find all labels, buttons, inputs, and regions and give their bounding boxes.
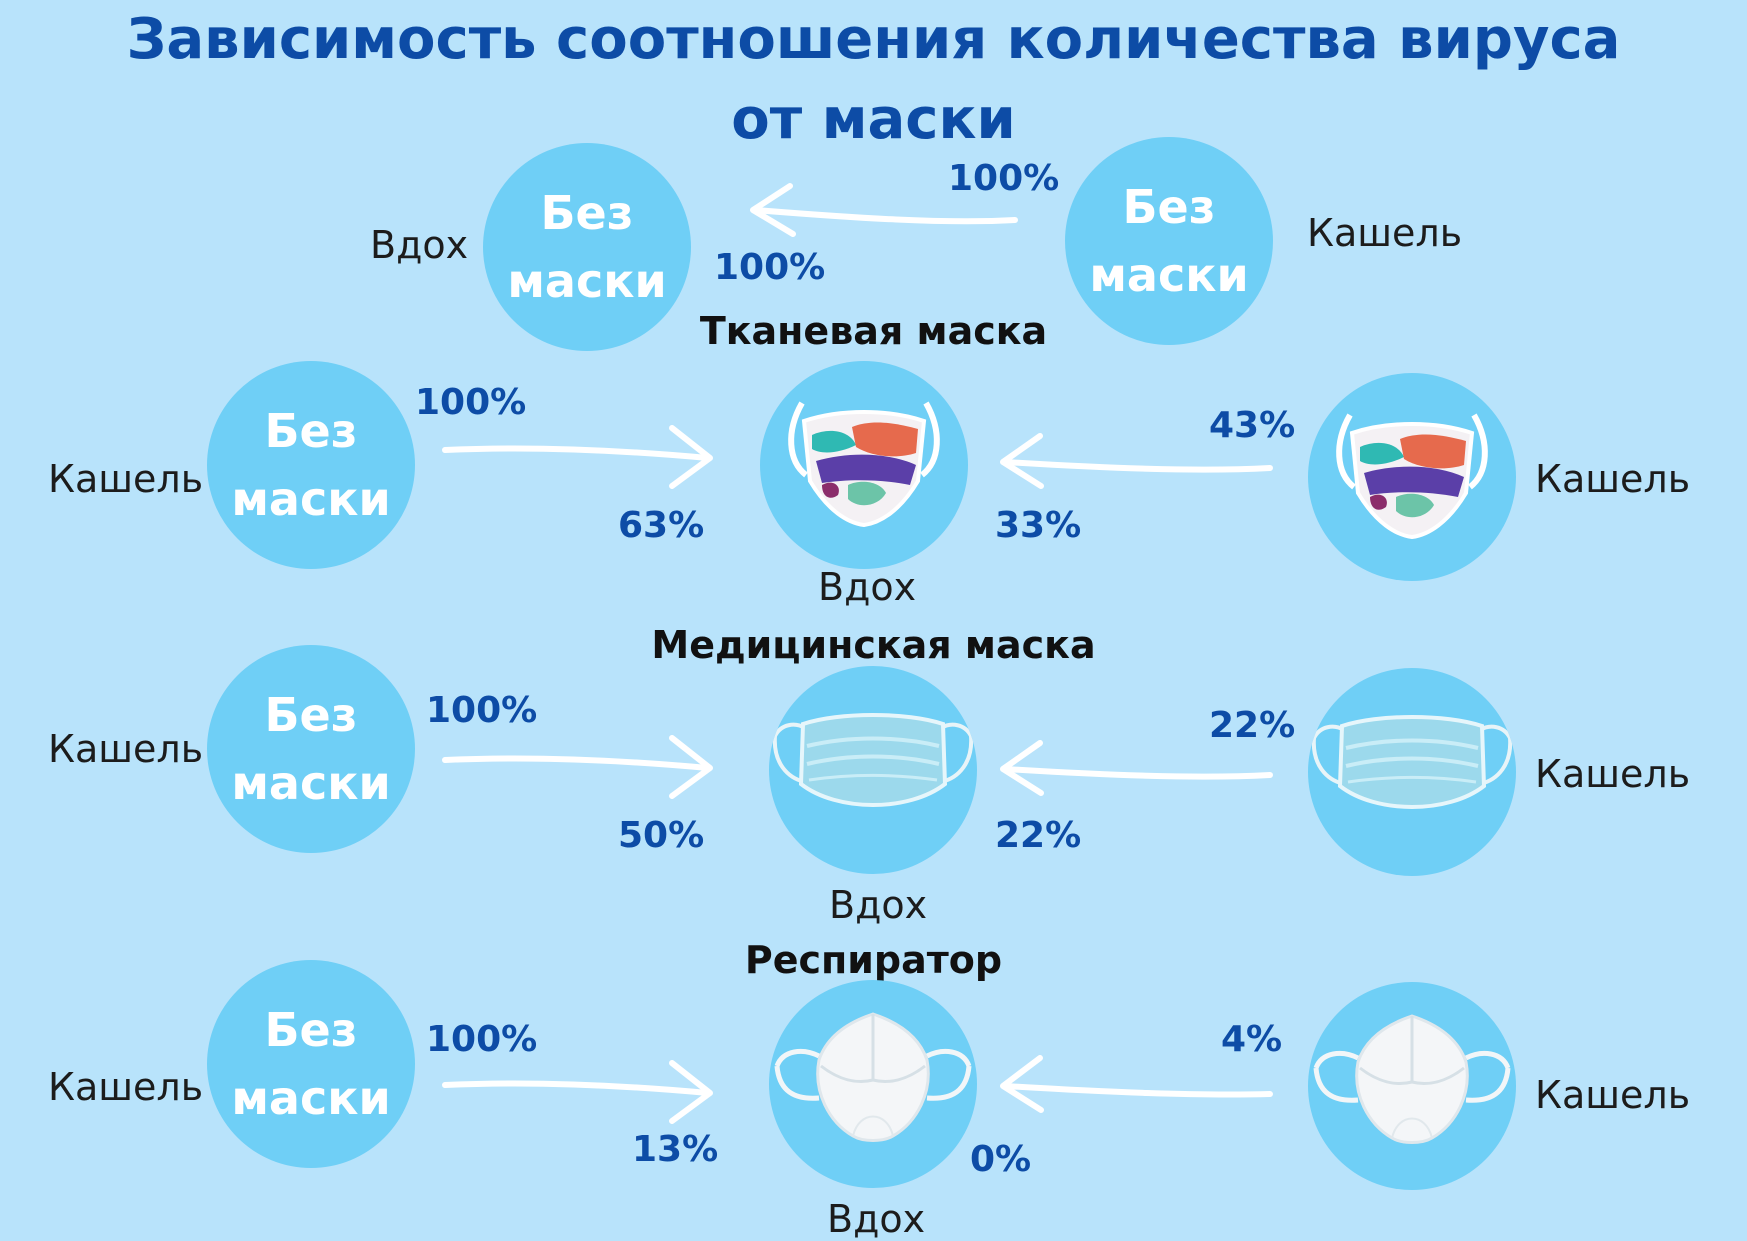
no-mask-line1: Без [540, 186, 634, 240]
arrow-left-icon [1000, 433, 1273, 489]
arrow-right-icon [442, 735, 713, 799]
cloth-mask-circle [760, 361, 968, 569]
source-percent: 100% [948, 158, 1060, 199]
inhale-percent: 13% [632, 1129, 719, 1170]
medical-mask-icon [1311, 715, 1513, 809]
arrow-right-icon [442, 425, 713, 489]
to-inhale-percent: 0% [970, 1139, 1032, 1180]
section-heading-respirator: Респиратор [744, 938, 1003, 982]
no-mask-line2: маски [231, 1071, 391, 1125]
arrow-left-icon [750, 183, 1018, 237]
no-mask-line1: Без [264, 404, 358, 458]
no-mask-circle: Без маски [483, 143, 691, 351]
medical-mask-circle [1308, 668, 1516, 876]
cough-label: Кашель [48, 457, 204, 501]
cough-percent: 43% [1209, 405, 1296, 446]
respirator-icon [774, 1012, 972, 1142]
cough-label: Кашель [48, 727, 204, 771]
no-mask-circle: Без маски [1065, 137, 1273, 345]
section-heading-medical: Медицинская маска [651, 623, 1096, 667]
page-title-line2: от маски [731, 87, 1016, 152]
inhale-percent: 50% [618, 815, 705, 856]
cloth-mask-icon [788, 401, 940, 528]
page-title-line1: Зависимость соотношения количества вирус… [126, 7, 1621, 72]
no-mask-line1: Без [264, 688, 358, 742]
inhale-percent: 100% [714, 247, 826, 288]
cough-label: Кашель [1535, 457, 1691, 501]
to-inhale-percent: 22% [995, 815, 1082, 856]
inhale-label: Вдох [818, 565, 917, 609]
respirator-icon [1313, 1014, 1511, 1144]
no-mask-circle: Без маски [207, 960, 415, 1168]
to-inhale-percent: 33% [995, 505, 1082, 546]
no-mask-line2: маски [231, 472, 391, 526]
no-mask-line2: маски [507, 254, 667, 308]
respirator-circle [769, 980, 977, 1188]
respirator-circle [1308, 982, 1516, 1190]
medical-mask-circle [769, 666, 977, 874]
source-percent: 100% [426, 690, 538, 731]
no-mask-line2: маски [231, 756, 391, 810]
inhale-percent: 63% [618, 505, 705, 546]
medical-mask-icon [772, 713, 974, 807]
no-mask-line2: маски [1089, 248, 1249, 302]
arrow-left-icon [1000, 1055, 1273, 1113]
no-mask-line1: Без [264, 1003, 358, 1057]
cough-label: Кашель [1535, 752, 1691, 796]
no-mask-circle: Без маски [207, 361, 415, 569]
cough-percent: 22% [1209, 705, 1296, 746]
cough-label: Кашель [1307, 211, 1463, 255]
no-mask-line1: Без [1122, 180, 1216, 234]
inhale-label: Вдох [829, 883, 928, 927]
cough-label: Кашель [48, 1065, 204, 1109]
cloth-mask-circle [1308, 373, 1516, 581]
arrow-left-icon [1000, 740, 1273, 796]
cough-percent: 4% [1221, 1019, 1283, 1060]
section-heading-cloth: Тканевая маска [699, 309, 1048, 353]
inhale-label: Вдох [827, 1197, 926, 1241]
cough-label: Кашель [1535, 1073, 1691, 1117]
cloth-mask-icon [1336, 413, 1488, 540]
arrow-right-icon [442, 1060, 713, 1124]
no-mask-circle: Без маски [207, 645, 415, 853]
source-percent: 100% [426, 1019, 538, 1060]
source-percent: 100% [415, 382, 527, 423]
inhale-label: Вдох [370, 223, 469, 267]
